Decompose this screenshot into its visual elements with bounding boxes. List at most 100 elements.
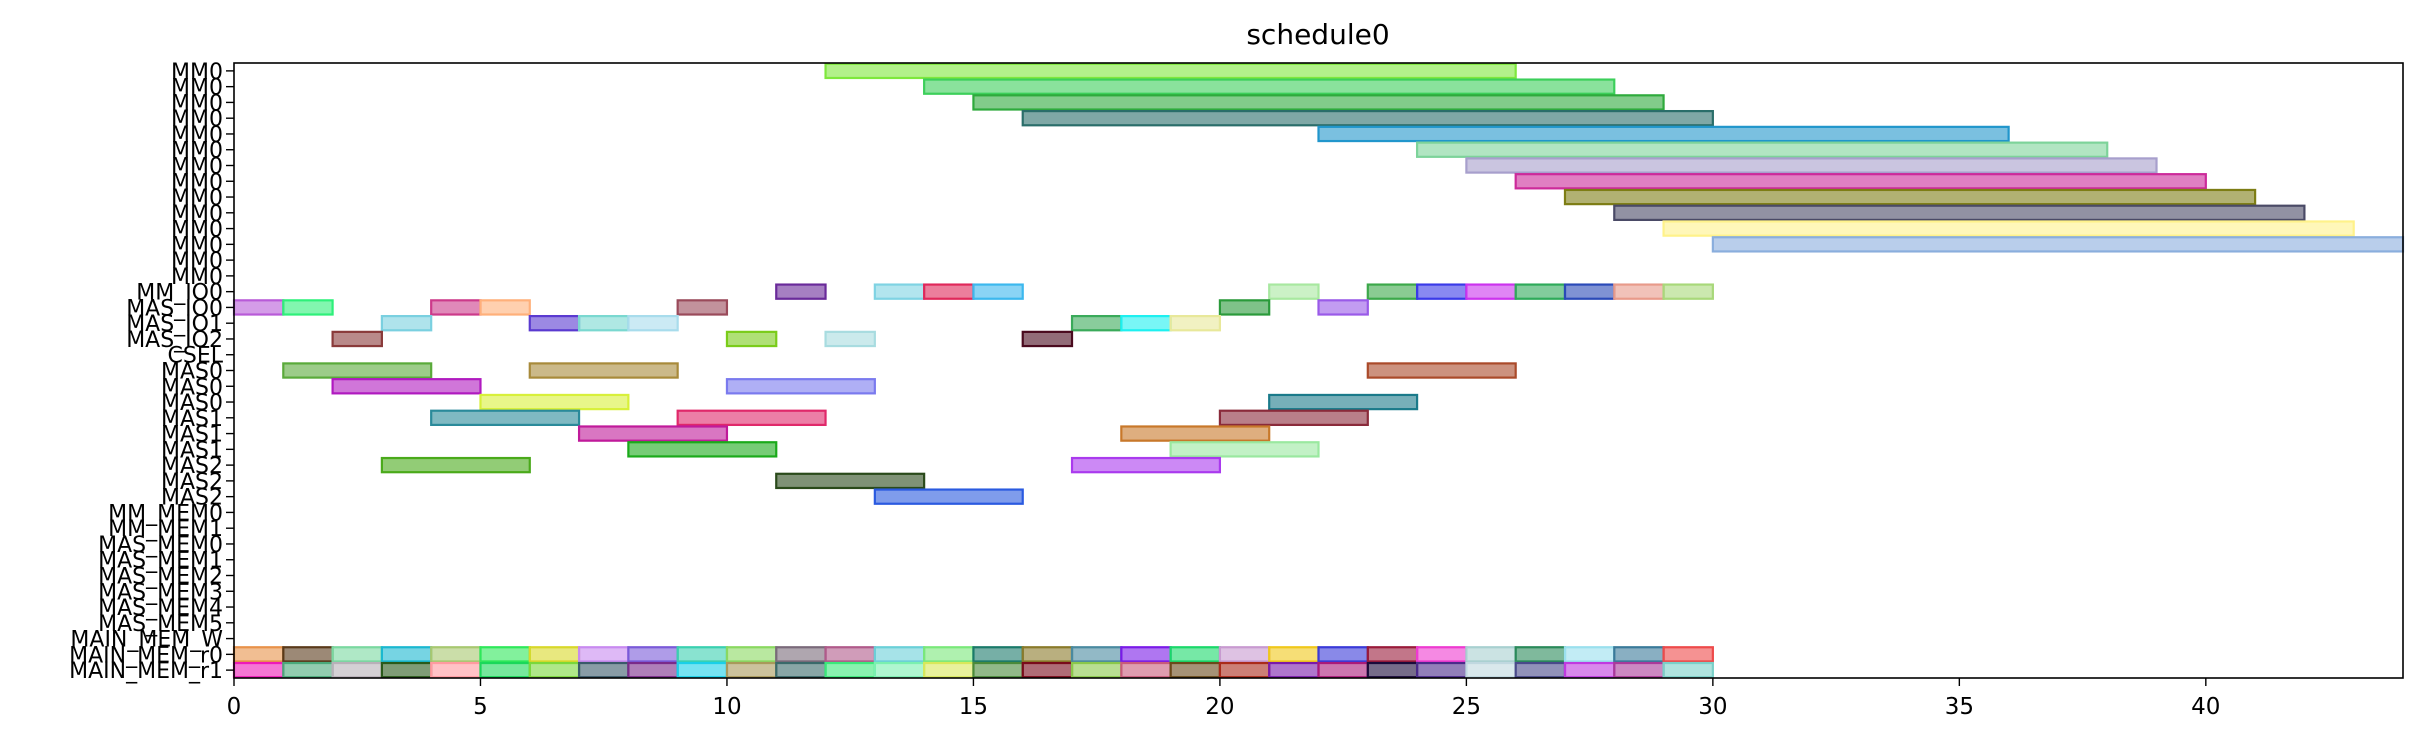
gantt-bar — [1514, 646, 1567, 663]
gantt-bar — [923, 646, 975, 663]
gantt-bar — [1613, 646, 1665, 663]
gantt-bar — [1169, 314, 1222, 332]
x-tick-label: 30 — [1698, 694, 1727, 720]
y-tick-label: MAS_IO2 — [126, 328, 223, 353]
x-tick-label: 40 — [2191, 694, 2220, 720]
y-tick-label: MM0 — [171, 202, 223, 227]
gantt-bar — [282, 299, 334, 316]
gantt-bar — [528, 362, 679, 379]
gantt-bar — [1021, 661, 1074, 679]
gantt-bar — [775, 472, 926, 490]
gantt-bar — [528, 646, 581, 663]
y-tick-label: MAS_MEM0 — [98, 533, 223, 558]
gantt-bar — [1514, 173, 2207, 190]
gantt-bar — [282, 646, 334, 663]
gantt-bar — [1563, 646, 1616, 663]
gantt-bar — [282, 661, 334, 679]
y-tick-label: MAIN_MEM_r0 — [69, 643, 223, 668]
plot-frame — [233, 62, 2404, 679]
gantt-bar — [725, 661, 778, 679]
gantt-bar — [1711, 236, 2405, 253]
gantt-bar — [1021, 330, 1074, 348]
gantt-bar — [775, 646, 827, 663]
gantt-bar — [1268, 393, 1419, 411]
y-tick-label: MM0 — [171, 60, 223, 85]
chart-title: schedule0 — [1246, 18, 1389, 51]
gantt-bar — [1317, 125, 2010, 143]
y-tick-label: MM0 — [171, 155, 223, 180]
gantt-bar — [1169, 646, 1222, 663]
gantt-bar — [972, 283, 1024, 300]
y-tick-label: MAS_MEM4 — [98, 596, 223, 621]
gantt-bar — [479, 393, 630, 411]
x-tick-label: 20 — [1205, 694, 1234, 720]
gantt-bar — [1563, 283, 1616, 300]
y-tick-label: MM0 — [171, 170, 223, 195]
gantt-bar — [479, 299, 531, 316]
gantt-bar — [331, 661, 383, 679]
y-tick-label: CSEL — [168, 344, 224, 369]
x-tick-label: 25 — [1452, 694, 1481, 720]
gantt-bar — [430, 299, 482, 316]
y-tick-label: MM0 — [171, 265, 223, 290]
gantt-bar — [627, 646, 679, 663]
gantt-bar — [873, 488, 1024, 505]
gantt-bar — [1317, 299, 1369, 316]
gantt-bar — [1366, 362, 1517, 379]
gantt-bar — [1268, 646, 1320, 663]
gantt-bar — [1662, 220, 2355, 237]
gantt-bar — [725, 646, 778, 663]
gantt-bar — [232, 661, 285, 679]
y-axis: MM0MM0MM0MM0MM0MM0MM0MM0MM0MM0MM0MM0MM0M… — [69, 60, 234, 684]
gantt-bar — [1120, 661, 1172, 679]
gantt-bar — [824, 330, 876, 348]
gantt-bar — [479, 646, 531, 663]
gantt-bar — [1366, 646, 1419, 663]
gantt-bar — [430, 646, 482, 663]
x-tick-label: 0 — [227, 694, 242, 720]
gantt-bar — [1268, 661, 1320, 679]
gantt-bar — [331, 646, 383, 663]
y-tick-label: MAS_MEM5 — [98, 612, 223, 637]
gantt-bar — [725, 378, 876, 395]
gantt-bar — [1514, 283, 1567, 300]
gantt-bar — [1120, 314, 1172, 332]
gantt-bar — [1563, 188, 2257, 206]
gantt-bar — [923, 283, 975, 300]
gantt-bar — [1218, 299, 1271, 316]
y-tick-label: MAS_IO0 — [126, 296, 223, 321]
gantt-bar — [1415, 646, 1468, 663]
gantt-bar — [1169, 441, 1320, 458]
gantt-bar — [577, 425, 729, 442]
gantt-bar — [1021, 646, 1074, 663]
gantt-bar — [1120, 646, 1172, 663]
x-tick-label: 5 — [473, 694, 488, 720]
y-tick-label: MAS2 — [161, 486, 223, 511]
gantt-bar — [282, 362, 433, 379]
gantt-bar — [1465, 661, 1517, 679]
gantt-bar — [972, 94, 1665, 111]
gantt-bar — [923, 661, 975, 679]
gantt-bar — [824, 646, 876, 663]
gantt-bar — [627, 441, 778, 458]
y-tick-label: MM_IO0 — [136, 281, 223, 306]
gantt-bar — [1613, 661, 1665, 679]
gantt-bar — [824, 62, 1517, 80]
y-tick-label: MAS_MEM1 — [98, 549, 223, 574]
x-tick-label: 15 — [959, 694, 988, 720]
gantt-bar — [479, 661, 531, 679]
gantt-bar — [577, 661, 630, 679]
y-tick-label: MAS_MEM3 — [98, 580, 223, 605]
gantt-bar — [1415, 661, 1468, 679]
y-tick-label: MM0 — [171, 107, 223, 132]
gantt-bar — [331, 330, 383, 348]
gantt-bar — [232, 299, 285, 316]
gantt-bar — [1366, 283, 1419, 300]
gantt-bar — [1514, 661, 1567, 679]
gantt-bar — [775, 283, 827, 300]
gantt-bar — [627, 661, 679, 679]
gantt-bar — [873, 661, 926, 679]
gantt-bar — [1662, 283, 1714, 300]
gantt-bar — [725, 330, 778, 348]
